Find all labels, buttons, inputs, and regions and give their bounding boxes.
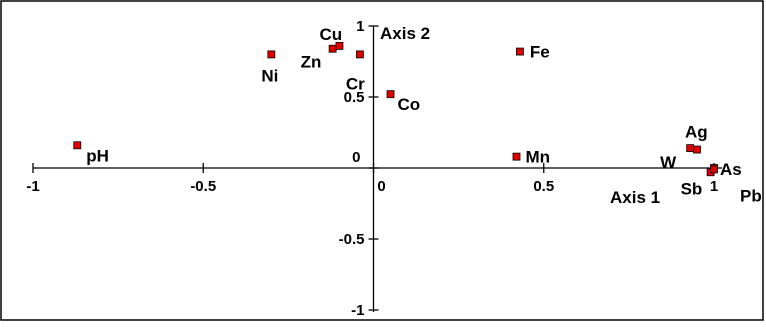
point-label-fe: Fe	[530, 43, 550, 62]
y-tick-label: 1	[356, 18, 364, 35]
y-axis-title: Axis 2	[380, 24, 430, 43]
x-tick-label: 1	[710, 178, 718, 195]
data-points: pH Ni Zn Cu Cr Co Fe Mn Ag W As Sb Pb	[73, 25, 762, 205]
point-marker-cu	[335, 41, 344, 50]
plot-border	[0, 0, 764, 321]
y-tick-label: 0.5	[344, 89, 365, 106]
point-label-zn: Zn	[301, 53, 322, 72]
x-tick-label: -0.5	[190, 178, 216, 195]
point-label-ni: Ni	[261, 66, 278, 85]
point-label-pb: Pb	[740, 186, 762, 205]
y-tick-label: -0.5	[339, 231, 365, 248]
point-marker-ph	[73, 141, 82, 150]
x-axis-title: Axis 1	[610, 188, 660, 207]
x-ticks: -1 -0.5 0 0.5 1	[26, 163, 718, 195]
point-marker-pb	[710, 165, 718, 174]
point-label-co: Co	[398, 95, 421, 114]
point-label-cu: Cu	[319, 25, 342, 44]
point-label-mn: Mn	[526, 148, 551, 167]
point-marker-ag	[693, 145, 701, 154]
point-label-cr: Cr	[346, 74, 365, 93]
point-label-as: As	[720, 160, 742, 179]
point-marker-cr	[355, 50, 364, 59]
point-label-ag: Ag	[685, 123, 708, 142]
point-marker-zn	[328, 44, 337, 53]
y-ticks: 1 0.5 -0.5 -1 0	[339, 18, 379, 319]
x-tick-label: 0.5	[533, 178, 554, 195]
point-marker-co	[386, 90, 395, 99]
x-tick-label: -1	[26, 178, 39, 195]
point-marker-ni	[267, 50, 276, 59]
y-tick-label: 0	[352, 149, 360, 166]
point-label-w: W	[660, 153, 677, 172]
point-label-ph: pH	[86, 146, 109, 165]
point-marker-fe	[516, 47, 524, 56]
point-label-sb: Sb	[681, 179, 703, 198]
point-marker-w	[686, 144, 695, 153]
point-marker-mn	[512, 152, 521, 161]
x-tick-label: 0	[377, 178, 385, 195]
y-tick-label: -1	[351, 302, 364, 319]
